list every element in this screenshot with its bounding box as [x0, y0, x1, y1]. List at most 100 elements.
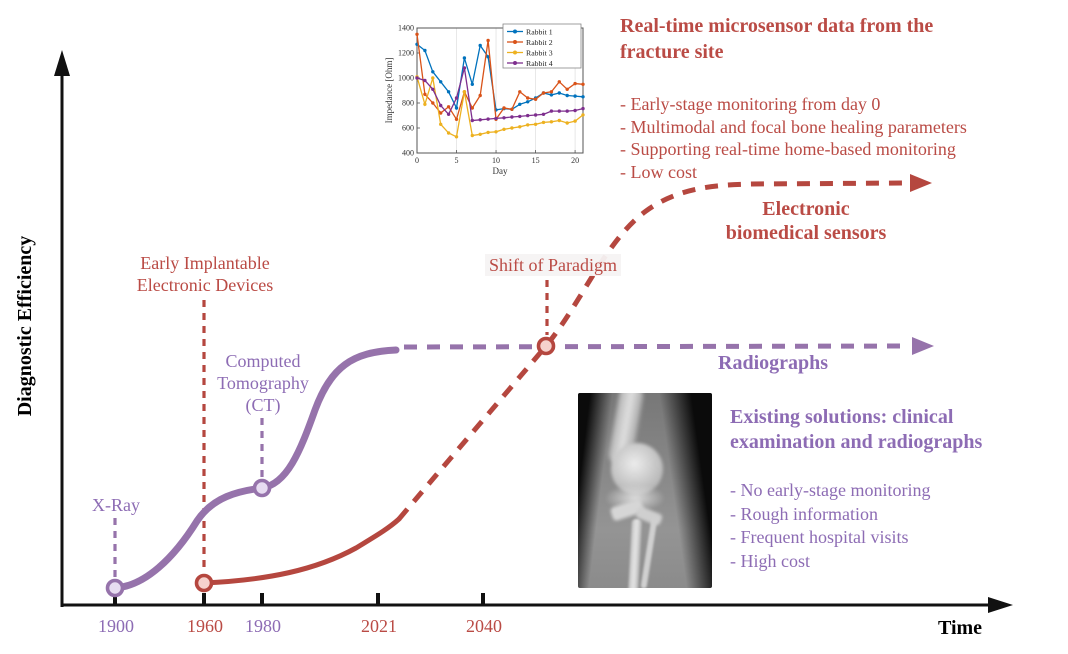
inset-legend-marker: [513, 61, 517, 65]
inset-data-point: [439, 103, 443, 108]
inset-data-point: [462, 66, 467, 70]
bullet-item: - Low cost: [620, 161, 697, 182]
label-radiographs: Radiographs: [718, 352, 829, 374]
inset-y-axis-title: Impedance [Ohm]: [384, 58, 394, 124]
x-axis-arrow-icon: [988, 597, 1013, 613]
inset-data-point: [486, 38, 490, 43]
inset-data-point: [565, 93, 569, 98]
inset-data-point: [518, 90, 522, 94]
inset-data-point: [581, 113, 585, 117]
sensor-block-title: Real-time microsensor data from the frac…: [620, 15, 934, 63]
inset-data-point: [454, 96, 459, 100]
inset-y-tick-label: 1400: [398, 24, 414, 33]
bullet-item: - Multimodal and focal bone healing para…: [620, 116, 967, 137]
inset-data-point: [557, 80, 561, 84]
inset-data-point: [526, 123, 530, 127]
radiographs-arrow-icon: [912, 337, 934, 355]
y-axis-arrow-icon: [54, 50, 70, 76]
inset-data-point: [526, 96, 530, 100]
bullet-item: - Early-stage monitoring from day 0: [620, 94, 881, 114]
inset-data-point: [518, 114, 522, 119]
inset-series-line: [416, 76, 584, 138]
inset-data-point: [470, 133, 474, 138]
inset-x-tick-label: 5: [455, 156, 459, 165]
bullet-item: - Supporting real-time home-based monito…: [620, 139, 956, 159]
inset-series-line: [416, 67, 584, 122]
inset-data-point: [565, 121, 569, 125]
inset-data-point: [502, 127, 506, 131]
inset-data-point: [533, 122, 538, 127]
inset-data-point: [431, 87, 435, 92]
xray-dark-band-left: [578, 393, 614, 588]
inset-legend-label: Rabbit 1: [526, 27, 553, 36]
inset-data-point: [486, 130, 490, 135]
marker-1900-xray: [105, 578, 125, 598]
inset-data-point: [565, 109, 569, 113]
inset-data-point: [518, 102, 522, 107]
radiographs-curve-dashed: [403, 343, 911, 350]
inset-legend-marker: [513, 40, 517, 44]
inset-data-point: [462, 56, 467, 60]
sensors-curve-dashed: [397, 180, 909, 521]
tick-2021: 2021: [361, 616, 397, 636]
inset-data-point: [541, 120, 546, 125]
inset-data-point: [533, 97, 538, 102]
inset-data-point: [541, 91, 546, 95]
inset-data-point: [478, 118, 482, 122]
inset-data-point: [431, 101, 435, 105]
tick-1980: 1980: [245, 616, 281, 636]
inset-data-point: [454, 135, 459, 139]
inset-x-tick-label: 20: [571, 156, 579, 165]
inset-data-point: [510, 107, 514, 112]
xray-tibia-bone: [628, 518, 642, 588]
inset-data-point: [446, 112, 451, 117]
inset-data-point: [510, 126, 514, 130]
inset-legend-label: Rabbit 2: [526, 38, 553, 47]
inset-legend-marker: [513, 50, 517, 55]
inset-data-point: [478, 43, 482, 48]
inset-data-point: [565, 87, 569, 92]
inset-data-point: [439, 80, 443, 84]
xray-fibula-bone: [640, 516, 658, 588]
inset-data-point: [573, 81, 577, 86]
bullet-item: - No early-stage monitoring: [730, 480, 931, 500]
inset-data-point: [549, 90, 554, 94]
inset-data-point: [486, 117, 490, 121]
inset-x-axis-title: Day: [493, 166, 508, 176]
inset-data-point: [415, 76, 419, 80]
marker-1980-ct: [252, 478, 272, 498]
inset-data-point: [486, 55, 490, 59]
inset-data-point: [462, 90, 467, 94]
inset-data-point: [502, 106, 506, 110]
inset-data-point: [581, 82, 585, 87]
sensor-block-bullets: - Early-stage monitoring from day 0 - Mu…: [620, 93, 1020, 183]
sensors-arrow-icon: [910, 174, 932, 192]
inset-y-tick-label: 1200: [398, 49, 414, 58]
inset-data-point: [470, 82, 474, 87]
inset-data-point: [423, 78, 427, 83]
inset-data-point: [533, 113, 538, 117]
inset-data-point: [454, 117, 459, 122]
inset-y-tick-label: 600: [402, 124, 414, 133]
inset-legend-label: Rabbit 4: [526, 59, 553, 68]
existing-block-bullets: - No early-stage monitoring - Rough info…: [730, 479, 1060, 573]
inset-data-point: [573, 108, 577, 113]
label-electronic-biomedical-sensors: Electronic biomedical sensors: [725, 198, 887, 244]
inset-data-point: [494, 130, 498, 134]
inset-impedance-chart: 400 600 800 1000 1200 1400 0 5 10 15 20 Day Impedanc…: [383, 12, 603, 182]
inset-data-point: [549, 120, 554, 124]
inset-data-point: [557, 109, 561, 113]
inset-x-tick-label: 10: [492, 156, 500, 165]
label-xray: X-Ray: [92, 495, 140, 515]
y-axis-title: Diagnostic Efficiency: [14, 235, 36, 417]
inset-data-point: [541, 112, 546, 117]
xray-image: [578, 393, 712, 588]
inset-data-point: [446, 90, 451, 94]
inset-data-point: [494, 116, 498, 121]
inset-data-point: [423, 92, 427, 97]
label-shift-of-paradigm: Shift of Paradigm: [485, 254, 621, 276]
x-axis-ticks: [113, 593, 485, 605]
existing-annotation-block: Existing solutions: clinical examination…: [730, 405, 1060, 573]
